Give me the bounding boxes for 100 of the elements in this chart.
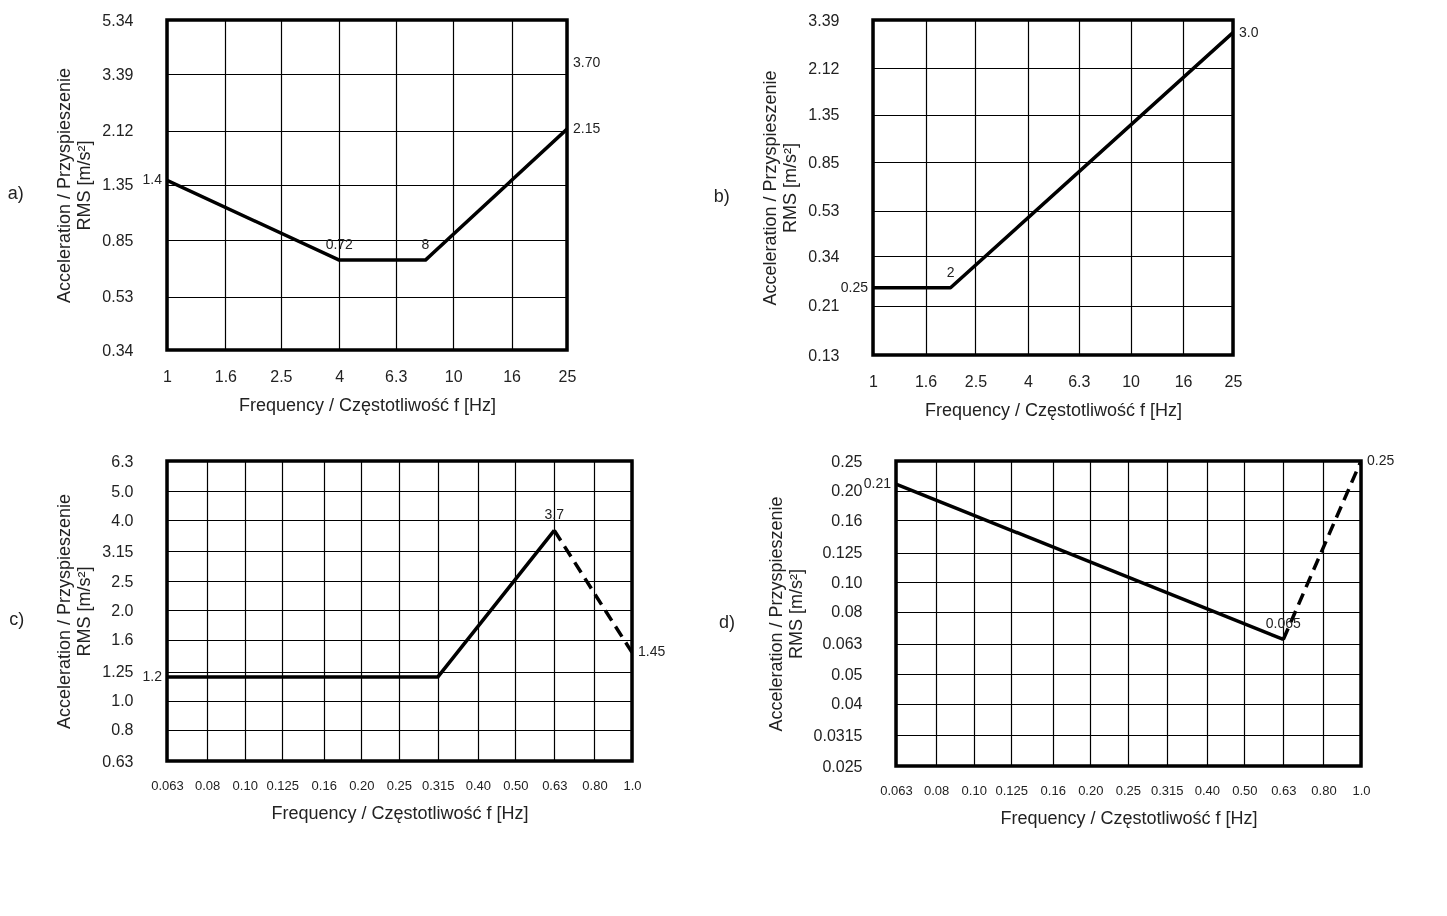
x-tick-label: 2.5 [964,372,988,390]
y-tick-label: 1.35 [808,106,840,124]
x-tick-label: 0.063 [880,782,913,798]
y-tick-label: 0.05 [831,665,863,683]
y-tick-label: 3.39 [808,11,840,29]
y-tick-label: 0.25 [831,452,863,470]
y-tick-label: 5.34 [102,11,134,29]
x-tick-label: 10 [1122,372,1141,390]
x-tick-label: 0.125 [995,782,1029,798]
x-tick-label: 6.3 [385,367,408,385]
y-tick-label: 0.125 [822,544,863,562]
x-tick-label: 1.0 [1352,782,1371,798]
y-tick-label: 0.85 [102,231,134,249]
annotation: 1.4 [142,171,163,188]
y-tick-label: 2.5 [111,572,134,590]
x-tick-label: 0.50 [503,777,529,793]
x-tick-label: 16 [1174,372,1193,390]
x-tick-label: 16 [503,367,522,385]
y-tick-label: 0.08 [831,603,863,621]
annotation: 2 [946,263,955,280]
text: d) [719,611,736,632]
x-tick-label: 0.125 [266,777,300,793]
x-tick-label: 0.08 [195,777,221,793]
x-tick-label: 1 [869,372,879,390]
y-tick-label: 1.25 [102,663,134,681]
text: b) [713,185,730,206]
x-tick-label: 4 [1024,372,1034,390]
x-tick-label: 0.40 [1194,782,1221,798]
y-tick-label: 2.12 [102,122,134,140]
y-tick-label: 3.39 [102,65,134,83]
y-tick-label: 1.0 [111,692,134,710]
annotation: 0.25 [1367,452,1395,468]
y-axis-title: Acceleration / Przyspieszenie RMS [m/s²] [760,70,801,306]
y-tick-label: 0.63 [102,752,134,770]
x-tick-label: 0.63 [542,777,568,793]
y-tick-label: 0.20 [831,482,863,500]
y-tick-label: 0.34 [102,341,134,359]
text: 3.70 [573,54,601,70]
y-tick-label: 0.53 [808,202,840,220]
annotation: 2.15 [573,120,601,137]
y-tick-label: 2.12 [808,59,840,77]
y-tick-label: 0.34 [808,247,840,265]
x-axis-title: Frequency / Częstotliwość f [Hz] [1000,807,1258,828]
x-tick-label: 0.20 [1078,782,1104,798]
x-tick-label: 0.10 [961,782,987,798]
y-tick-label: 5.0 [111,482,134,500]
x-tick-label: 0.063 [151,777,184,793]
x-tick-label: 6.3 [1068,372,1091,390]
y-tick-label: 0.10 [831,573,863,591]
x-tick-label: 0.63 [1271,782,1297,798]
x-tick-label: 25 [1224,372,1243,390]
y-tick-label: 0.063 [822,635,863,653]
x-tick-label: 1.6 [914,372,938,390]
y-axis-title: Acceleration / Przyspieszenie RMS [m/s²] [54,493,95,730]
y-tick-label: 0.04 [831,695,863,713]
y-axis-title: Acceleration / Przyspieszenie RMS [m/s²] [765,496,806,732]
y-tick-label: 0.85 [808,153,840,171]
x-axis-title: Frequency / Częstotliwość f [Hz] [271,802,529,823]
x-tick-label: 0.50 [1232,782,1258,798]
x-axis-title: Frequency / Częstotliwość f [Hz] [924,399,1183,420]
y-tick-label: 0.13 [808,346,840,364]
y-tick-label: 2.0 [111,601,134,619]
x-tick-label: 0.10 [232,777,258,793]
annotation: 8 [421,236,430,253]
y-tick-label: 0.16 [831,511,863,529]
annotation: 0.21 [863,475,892,492]
annotation: 1.2 [142,668,163,685]
y-tick-label: 0.8 [111,721,134,739]
x-tick-label: 0.16 [1040,782,1066,798]
x-tick-label: 0.25 [1115,782,1141,798]
y-tick-label: 6.3 [111,452,134,470]
x-tick-label: 10 [444,367,463,385]
x-tick-label: 1 [163,367,173,385]
annotation: 3.0 [1239,23,1259,40]
x-tick-label: 0.20 [349,777,375,793]
y-tick-label: 4.0 [111,511,134,529]
x-tick-label: 25 [558,367,577,385]
x-tick-label: 0.25 [386,777,412,793]
text: c) [9,609,25,629]
y-tick-label: 0.53 [102,288,134,306]
x-axis-title: Frequency / Częstotliwość f [Hz] [238,394,497,415]
x-tick-label: 0.40 [465,777,492,793]
x-tick-label: 0.80 [1311,782,1337,798]
x-tick-label: 0.16 [311,777,337,793]
x-tick-label: 1.6 [214,367,238,385]
y-tick-label: 1.35 [102,176,134,194]
x-tick-label: 1.0 [623,777,642,793]
x-tick-label: 0.315 [421,777,455,793]
annotation: 1.45 [638,643,666,660]
y-tick-label: 0.025 [822,757,863,775]
x-tick-label: 0.315 [1150,782,1184,798]
x-tick-label: 2.5 [270,367,293,385]
y-tick-label: 1.6 [111,631,134,649]
text: a) [7,183,24,203]
x-tick-label: 0.80 [582,777,608,793]
x-tick-label: 4 [335,367,345,385]
y-tick-label: 3.15 [102,542,134,560]
y-tick-label: 0.0315 [813,726,863,744]
y-axis-title: Acceleration / Przyspieszenie RMS [m/s²] [54,67,95,304]
x-tick-label: 0.08 [924,782,950,798]
